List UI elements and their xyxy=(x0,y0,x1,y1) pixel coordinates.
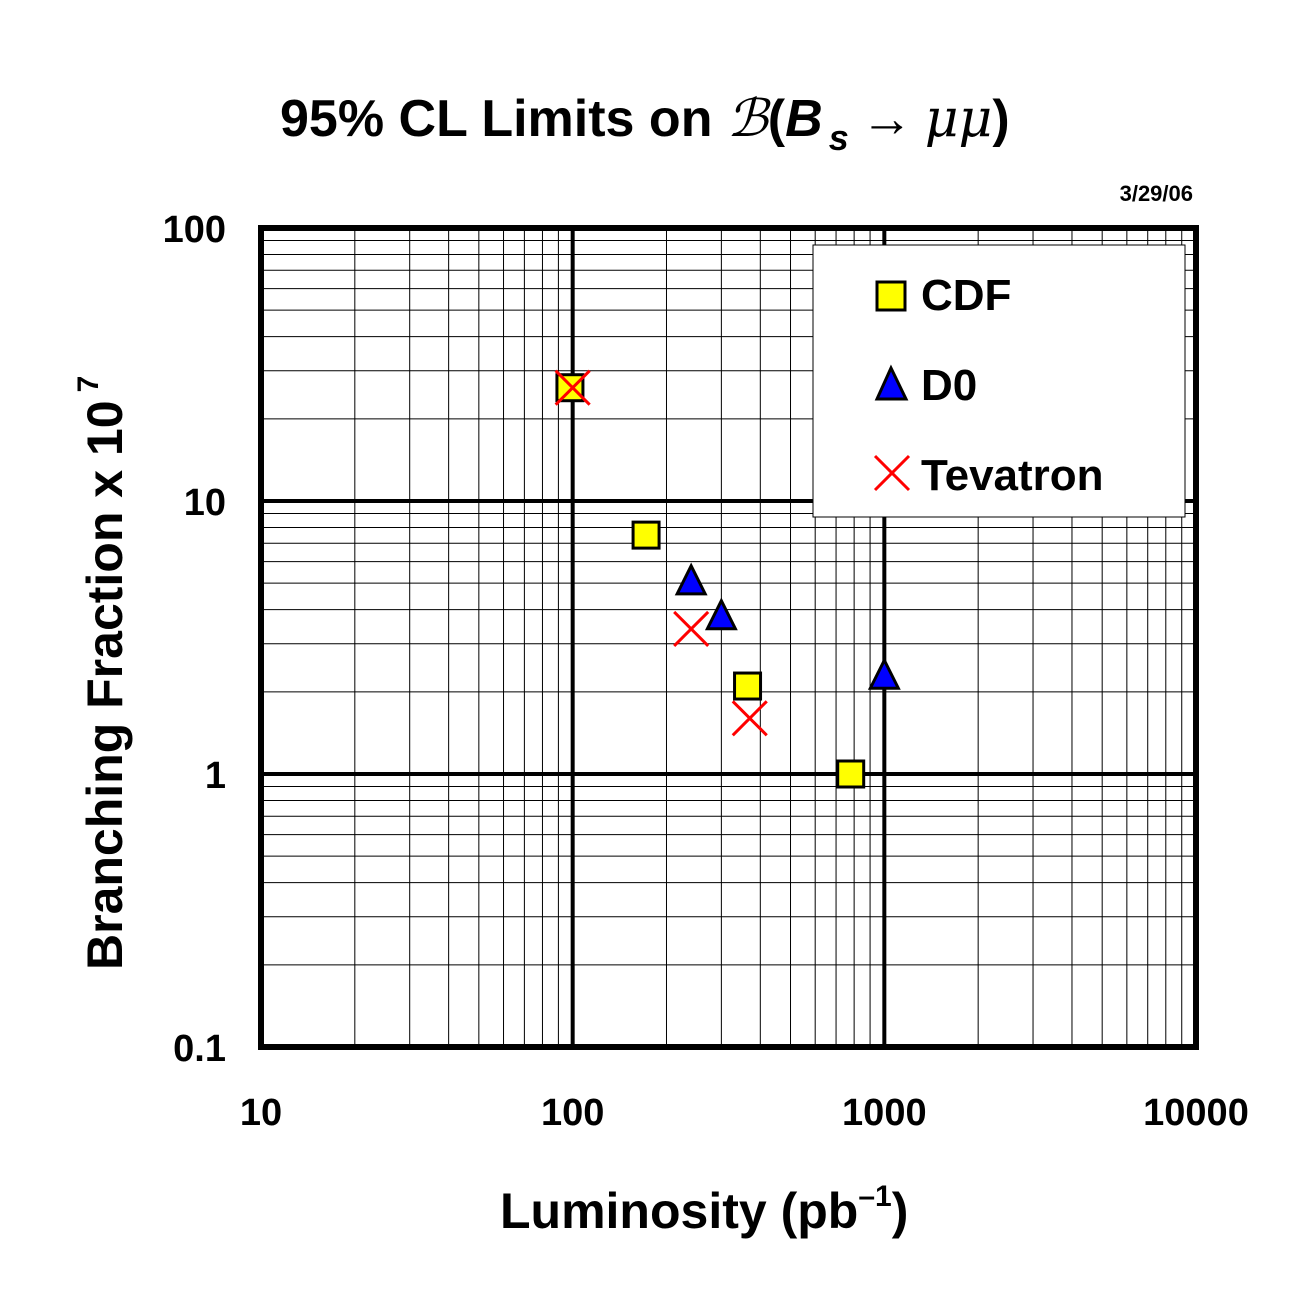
tevatron-point-stroke xyxy=(673,610,710,647)
legend-tevatron-label: Tevatron xyxy=(921,451,1104,500)
y-axis-label-superscript: 7 xyxy=(72,376,105,393)
y-tick-label: 1 xyxy=(205,755,226,797)
tevatron-point xyxy=(673,610,710,647)
legend-d0-triangle-icon xyxy=(874,364,909,401)
data-markers xyxy=(554,369,901,789)
legend-cdf-label: CDF xyxy=(921,271,1011,320)
y-tick-label: 0.1 xyxy=(173,1028,226,1070)
chart-title-open-paren: ( xyxy=(768,90,786,148)
d0-point xyxy=(674,562,708,596)
y-axis-label: Branching Fraction x 10 7 xyxy=(72,376,133,970)
x-tick-label: 10000 xyxy=(1143,1092,1249,1134)
cdf-point xyxy=(836,759,866,789)
chart-title-arrow: → xyxy=(861,90,913,148)
legend-box xyxy=(812,244,1186,518)
date-note: 3/29/06 xyxy=(1120,181,1193,206)
y-tick-labels: 0.1 1 10 100 xyxy=(163,209,226,1070)
x-axis-label-superscript: –1 xyxy=(858,1180,891,1213)
tevatron-point xyxy=(554,369,591,406)
d0-point xyxy=(704,597,738,631)
tevatron-point-stroke xyxy=(731,700,768,737)
chart-title: 95% CL Limits on ℬ(B s → μμ) xyxy=(280,89,1010,158)
x-axis-label-close: ) xyxy=(892,1183,909,1239)
y-axis-label-main: Branching Fraction x 10 xyxy=(77,400,133,970)
tevatron-point xyxy=(731,700,768,737)
d0-point xyxy=(867,656,901,690)
chart-title-script-b: ℬ xyxy=(727,89,771,149)
cdf-point xyxy=(631,520,661,550)
y-tick-label: 100 xyxy=(163,209,226,251)
legend-d0-label: D0 xyxy=(921,361,977,410)
chart-title-close-paren: ) xyxy=(992,90,1009,148)
chart-title-prefix: 95% CL Limits on xyxy=(280,90,727,148)
chart-title-subscript: s xyxy=(829,117,849,158)
x-axis-label: Luminosity (pb–1) xyxy=(500,1180,908,1239)
x-tick-label: 1000 xyxy=(842,1092,927,1134)
plot-frame xyxy=(258,225,1199,1050)
cdf-point xyxy=(555,373,585,403)
x-axis-label-main: Luminosity (pb xyxy=(500,1183,858,1239)
tevatron-point-stroke xyxy=(554,369,591,406)
plot-grid xyxy=(258,225,1199,1050)
cdf-point xyxy=(733,671,763,701)
x-tick-label: 100 xyxy=(541,1092,604,1134)
legend-tevatron-x-icon xyxy=(873,454,911,492)
legend: CDF D0 Tevatron xyxy=(812,244,1186,518)
y-tick-label: 10 xyxy=(184,482,226,524)
x-tick-label: 10 xyxy=(240,1092,282,1134)
x-tick-labels: 10 100 1000 10000 xyxy=(240,1092,1249,1134)
chart-title-b: B xyxy=(785,90,823,148)
chart-title-mumu: μμ xyxy=(925,89,993,149)
legend-cdf-square-icon xyxy=(875,280,907,312)
